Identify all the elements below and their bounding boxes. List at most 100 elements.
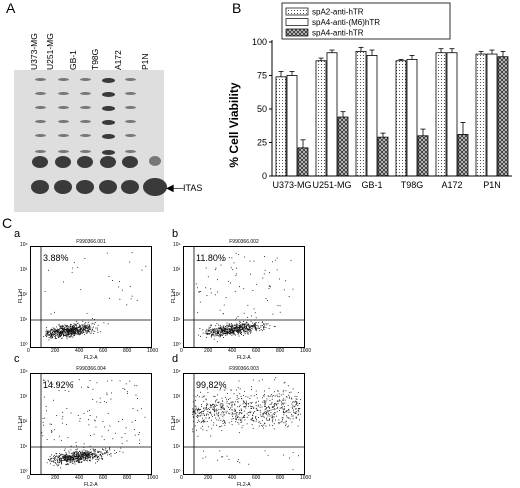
ladder-band <box>57 134 69 137</box>
flow-x-tick-label: 400 <box>228 348 237 354</box>
legend-label: spA2-anti-hTR <box>312 8 364 17</box>
flow-x-tick-label: 800 <box>123 348 132 354</box>
gate-percentage: 14.92% <box>43 380 74 390</box>
flow-x-tick-label: 0 <box>180 475 183 481</box>
flow-y-tick-label: 10⁰ <box>173 342 181 348</box>
flow-x-tick-label: 800 <box>276 348 285 354</box>
ladder-band <box>34 92 46 95</box>
flow-plot: F990366.001 3.88% <box>30 239 152 348</box>
ladder-band <box>124 120 136 123</box>
ladder-band <box>34 106 46 109</box>
x-tick-label: A172 <box>441 180 462 190</box>
flow-y-tick-label: 10⁴ <box>173 369 181 375</box>
flow-y-tick-label: 10⁰ <box>20 342 28 348</box>
flow-x-tick-label: 0 <box>27 475 30 481</box>
bar <box>395 60 407 177</box>
flow-x-axis-label: FL2-A <box>84 355 98 361</box>
flow-y-tick-label: 10³ <box>20 394 28 400</box>
flow-x-tick-label: 1000 <box>147 475 159 481</box>
bar <box>315 60 327 177</box>
y-tick-label: 25 <box>257 138 267 148</box>
lane-label-u251: U251-MG <box>45 33 55 70</box>
ladder-band <box>34 134 46 137</box>
flow-x-tick-label: 400 <box>75 475 84 481</box>
product-band <box>149 156 161 166</box>
flow-y-tick-label: 10⁰ <box>20 469 28 475</box>
flow-y-tick-label: 10⁴ <box>173 242 181 248</box>
bar <box>435 52 447 177</box>
product-band <box>32 156 48 168</box>
ladder-band <box>124 150 136 153</box>
flow-x-tick-label: 1000 <box>147 348 159 354</box>
bar <box>497 56 509 177</box>
itas-band <box>143 178 167 196</box>
flow-y-tick-label: 10² <box>20 292 28 298</box>
itas-band <box>31 180 49 194</box>
x-tick-label: P1N <box>483 180 501 190</box>
ladder-band <box>79 92 91 95</box>
flow-x-axis-label: FL2-A <box>237 355 251 361</box>
panel-a-letter: A <box>6 0 16 16</box>
flow-y-tick-label: 10² <box>173 419 181 425</box>
lane-label-t98g: T98G <box>90 48 100 70</box>
panel-c-letter: C <box>2 215 13 231</box>
gate-percentage: 99.82% <box>196 380 227 390</box>
flow-x-tick-label: 600 <box>252 348 261 354</box>
bar <box>377 136 389 177</box>
bar-chart: U373-MG U251-MG GB-1 T98G A172 P1N0255075100 … <box>252 2 512 190</box>
ladder-band <box>79 106 91 109</box>
ladder-band <box>79 150 91 153</box>
flow-y-axis-label: FL1-H <box>17 289 24 303</box>
flow-x-tick-label: 800 <box>276 475 285 481</box>
flow-x-tick-label: 600 <box>99 475 108 481</box>
flow-y-tick-label: 10⁴ <box>20 369 28 375</box>
itas-band <box>54 180 72 194</box>
flow-x-tick-label: 200 <box>51 475 60 481</box>
flow-x-tick-label: 1000 <box>300 475 312 481</box>
gate-percentage: 3.88% <box>43 253 69 263</box>
itas-label: ITAS <box>183 183 203 193</box>
product-band <box>122 156 138 168</box>
flow-plot-title: F990366.001 <box>76 239 106 245</box>
legend-swatch <box>285 28 309 37</box>
subpanel-letter: b <box>172 228 179 240</box>
subpanel-letter: c <box>14 353 20 365</box>
itas-band <box>76 180 94 194</box>
flow-y-tick-label: 10² <box>173 292 181 298</box>
ladder-band <box>57 78 69 81</box>
ladder-band <box>101 106 115 111</box>
flow-y-axis-label: FL1-H <box>170 289 177 303</box>
bar <box>297 147 309 177</box>
flow-y-axis-label: FL1-H <box>17 416 24 430</box>
dot-scatter <box>31 374 151 474</box>
ladder-band <box>124 106 136 109</box>
flow-y-tick-label: 10³ <box>173 267 181 273</box>
gel-image <box>14 70 167 212</box>
bar <box>337 116 349 177</box>
legend-label: spA4-anti-(M6)hTR <box>312 18 380 27</box>
flow-x-tick-label: 600 <box>252 475 261 481</box>
flow-x-tick-label: 200 <box>204 475 213 481</box>
flow-y-tick-label: 10³ <box>20 267 28 273</box>
ladder-band <box>101 78 115 83</box>
flow-x-tick-label: 600 <box>99 348 108 354</box>
flow-plot: F990366.004 14.92% <box>30 366 152 475</box>
flow-y-axis-label: FL1-H <box>170 416 177 430</box>
ladder-band <box>57 150 69 153</box>
ladder-band <box>34 150 46 153</box>
lane-label-p1n: P1N <box>140 53 150 70</box>
y-tick-label: 100 <box>252 37 267 47</box>
flow-x-tick-label: 200 <box>51 348 60 354</box>
gate-percentage: 11.80% <box>196 253 226 263</box>
flow-x-tick-label: 400 <box>228 475 237 481</box>
flow-plot-title: F990366.002 <box>229 239 259 245</box>
lane-label-gb1: GB-1 <box>68 50 78 70</box>
product-band <box>100 156 116 168</box>
bar <box>417 135 429 177</box>
legend-box <box>281 2 451 40</box>
flow-x-axis-label: FL2-A <box>84 482 98 488</box>
ladder-band <box>57 120 69 123</box>
bar <box>406 59 418 177</box>
flow-plot: F990366.003 99.82% <box>183 366 305 475</box>
dot-scatter <box>184 374 304 474</box>
